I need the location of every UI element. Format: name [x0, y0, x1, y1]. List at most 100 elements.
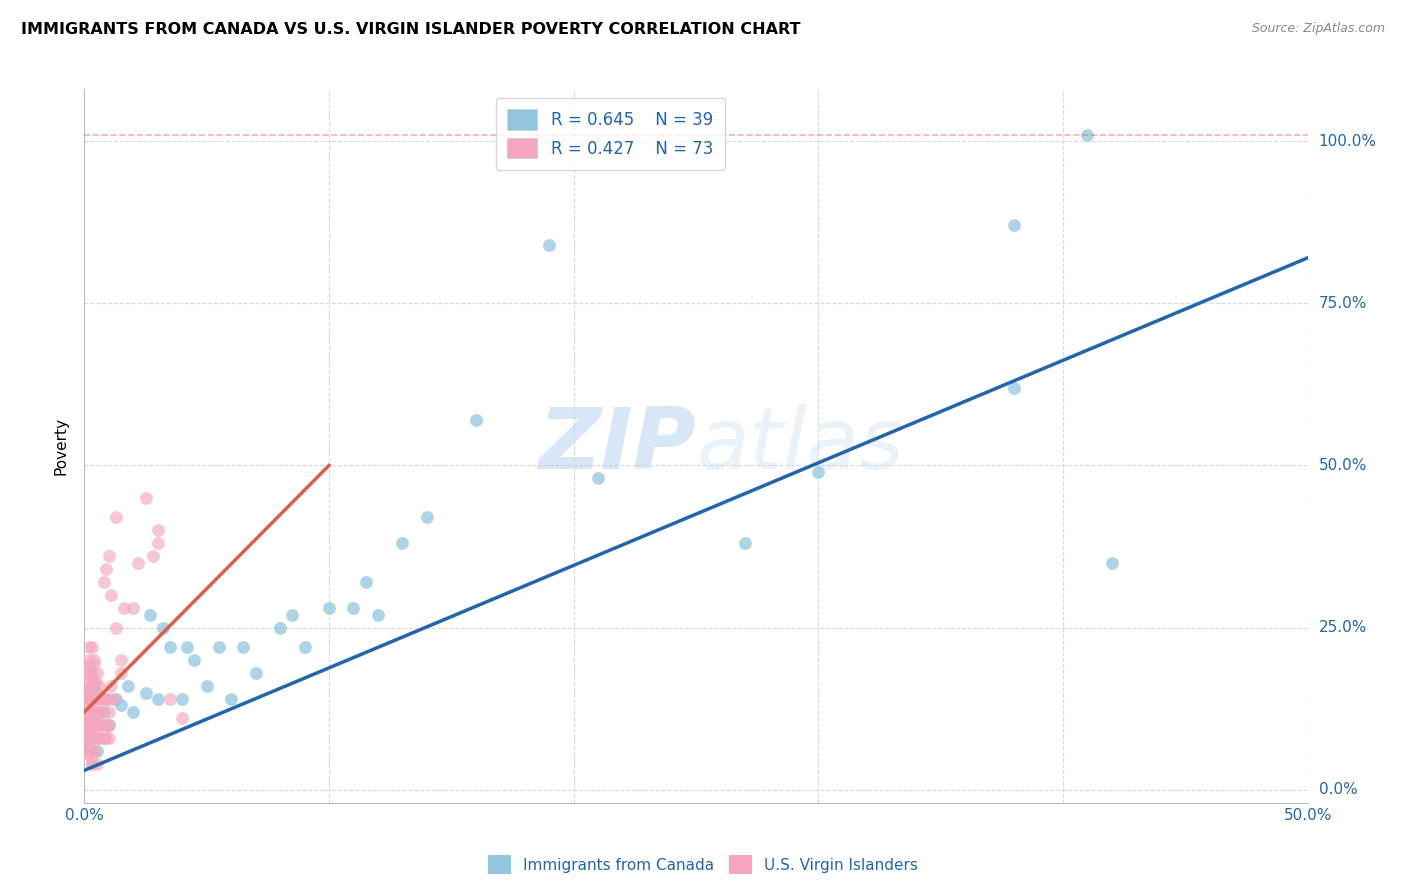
Point — [76, 742, 98, 756]
Point — [79, 695, 101, 709]
Point — [245, 666, 267, 681]
Point — [80, 680, 103, 694]
Point — [117, 679, 139, 693]
Point — [82, 680, 104, 694]
Point — [86, 705, 108, 719]
Legend: Immigrants from Canada, U.S. Virgin Islanders: Immigrants from Canada, U.S. Virgin Isla… — [482, 849, 924, 880]
Point — [80, 731, 103, 745]
Point — [80, 692, 103, 706]
Point — [367, 607, 389, 622]
Point — [83, 705, 105, 719]
Point — [86, 756, 108, 771]
Point — [183, 653, 205, 667]
Text: 100.0%: 100.0% — [1319, 134, 1376, 149]
Point — [294, 640, 316, 654]
Point — [538, 238, 561, 252]
Point — [464, 413, 486, 427]
Point — [76, 747, 98, 762]
Point — [342, 601, 364, 615]
Point — [77, 640, 100, 654]
Point — [80, 756, 103, 771]
Point — [76, 744, 98, 758]
Point — [100, 679, 122, 693]
Point — [93, 692, 115, 706]
Point — [80, 679, 103, 693]
Point — [77, 691, 100, 706]
Point — [75, 732, 97, 747]
Point — [83, 731, 105, 745]
Text: 50.0%: 50.0% — [1319, 458, 1367, 473]
Point — [76, 706, 98, 721]
Point — [83, 676, 105, 690]
Point — [159, 640, 181, 654]
Point — [232, 640, 254, 654]
Point — [80, 756, 103, 771]
Text: 25.0%: 25.0% — [1319, 620, 1367, 635]
Point — [127, 556, 149, 570]
Point — [146, 536, 169, 550]
Point — [86, 718, 108, 732]
Point — [73, 743, 96, 757]
Point — [391, 536, 413, 550]
Point — [77, 657, 100, 672]
Point — [86, 666, 108, 681]
Point — [219, 692, 242, 706]
Point — [76, 739, 98, 754]
Point — [172, 692, 194, 706]
Point — [87, 705, 110, 719]
Point — [176, 640, 198, 654]
Point — [146, 692, 169, 706]
Point — [77, 653, 100, 667]
Point — [96, 731, 118, 745]
Point — [77, 669, 100, 683]
Point — [86, 744, 108, 758]
Point — [83, 744, 105, 758]
Point — [77, 744, 100, 758]
Text: IMMIGRANTS FROM CANADA VS U.S. VIRGIN ISLANDER POVERTY CORRELATION CHART: IMMIGRANTS FROM CANADA VS U.S. VIRGIN IS… — [21, 22, 800, 37]
Point — [86, 685, 108, 699]
Point — [97, 692, 120, 706]
Point — [77, 703, 100, 717]
Text: ZIP: ZIP — [538, 404, 696, 488]
Point — [77, 679, 100, 693]
Point — [80, 744, 103, 758]
Y-axis label: Poverty: Poverty — [53, 417, 69, 475]
Point — [83, 679, 105, 693]
Point — [416, 510, 439, 524]
Point — [208, 640, 231, 654]
Point — [97, 718, 120, 732]
Point — [146, 524, 169, 538]
Point — [110, 653, 132, 667]
Point — [80, 705, 103, 719]
Point — [97, 731, 120, 745]
Point — [77, 666, 100, 681]
Point — [1076, 128, 1098, 142]
Point — [159, 692, 181, 706]
Point — [76, 718, 98, 732]
Point — [76, 663, 98, 677]
Text: 0.0%: 0.0% — [1319, 782, 1357, 797]
Point — [90, 705, 112, 719]
Point — [112, 601, 135, 615]
Point — [84, 714, 107, 728]
Point — [76, 708, 98, 723]
Point — [80, 640, 103, 654]
Point — [87, 718, 110, 732]
Point — [96, 718, 118, 732]
Point — [86, 707, 108, 722]
Point — [80, 751, 103, 765]
Point — [110, 666, 132, 681]
Point — [84, 657, 107, 671]
Point — [97, 549, 120, 564]
Point — [90, 731, 112, 745]
Point — [76, 692, 98, 706]
Point — [77, 683, 100, 698]
Point — [76, 705, 98, 719]
Point — [96, 692, 118, 706]
Point — [97, 705, 120, 719]
Point — [77, 692, 100, 706]
Point — [76, 714, 98, 728]
Point — [82, 714, 104, 728]
Point — [93, 705, 115, 719]
Point — [93, 731, 115, 745]
